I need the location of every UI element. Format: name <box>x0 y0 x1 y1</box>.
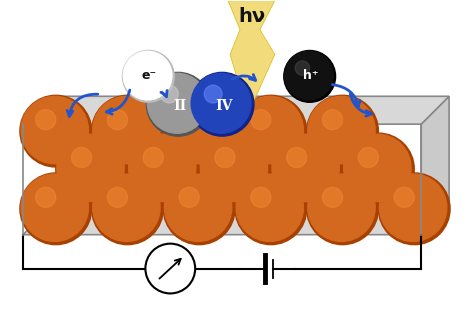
Circle shape <box>128 134 196 202</box>
Circle shape <box>272 134 339 202</box>
Circle shape <box>57 134 124 202</box>
Circle shape <box>344 134 411 202</box>
Circle shape <box>378 173 450 245</box>
Circle shape <box>164 174 232 241</box>
Circle shape <box>251 110 271 130</box>
Polygon shape <box>23 96 449 124</box>
Circle shape <box>20 95 91 167</box>
Circle shape <box>307 173 378 245</box>
Circle shape <box>143 147 164 168</box>
Circle shape <box>108 187 128 207</box>
Circle shape <box>21 96 88 164</box>
Text: II: II <box>173 99 187 113</box>
Circle shape <box>179 110 199 130</box>
Circle shape <box>108 110 128 130</box>
Circle shape <box>147 73 207 133</box>
Circle shape <box>236 96 303 164</box>
Circle shape <box>190 72 254 136</box>
Circle shape <box>322 187 343 207</box>
Text: hν: hν <box>238 7 265 26</box>
Circle shape <box>199 133 271 205</box>
Circle shape <box>380 174 447 241</box>
Circle shape <box>322 110 343 130</box>
Text: IV: IV <box>215 99 233 113</box>
Circle shape <box>358 147 378 168</box>
Circle shape <box>146 244 195 294</box>
Circle shape <box>284 51 333 100</box>
Circle shape <box>251 187 271 207</box>
Circle shape <box>295 61 310 75</box>
Circle shape <box>93 96 160 164</box>
Circle shape <box>271 133 343 205</box>
Circle shape <box>21 174 88 241</box>
Circle shape <box>308 96 375 164</box>
Circle shape <box>235 173 307 245</box>
Circle shape <box>394 187 414 207</box>
Circle shape <box>308 174 375 241</box>
Circle shape <box>204 85 222 103</box>
Circle shape <box>284 51 336 102</box>
Circle shape <box>307 95 378 167</box>
Circle shape <box>122 51 174 102</box>
Circle shape <box>91 95 164 167</box>
Circle shape <box>123 51 172 100</box>
Circle shape <box>236 174 303 241</box>
Circle shape <box>160 85 178 103</box>
Circle shape <box>72 147 91 168</box>
Circle shape <box>287 147 307 168</box>
Circle shape <box>164 173 235 245</box>
Circle shape <box>134 61 148 75</box>
Text: e⁻: e⁻ <box>142 69 157 82</box>
Circle shape <box>20 173 91 245</box>
Circle shape <box>146 72 210 136</box>
Circle shape <box>191 73 251 133</box>
Circle shape <box>93 174 160 241</box>
Polygon shape <box>228 1 275 114</box>
Circle shape <box>164 96 232 164</box>
Circle shape <box>91 173 164 245</box>
Circle shape <box>215 147 235 168</box>
Circle shape <box>36 187 56 207</box>
Polygon shape <box>421 96 449 235</box>
Circle shape <box>343 133 414 205</box>
Circle shape <box>36 110 56 130</box>
Circle shape <box>128 133 199 205</box>
Text: h⁺: h⁺ <box>303 69 319 82</box>
Circle shape <box>200 134 268 202</box>
Circle shape <box>164 95 235 167</box>
Polygon shape <box>23 207 449 235</box>
Circle shape <box>56 133 128 205</box>
Circle shape <box>179 187 199 207</box>
Circle shape <box>235 95 307 167</box>
